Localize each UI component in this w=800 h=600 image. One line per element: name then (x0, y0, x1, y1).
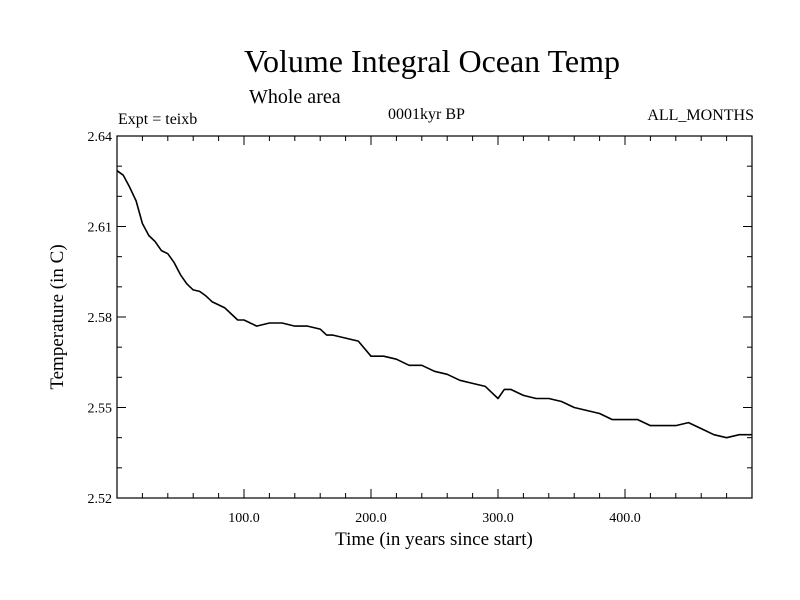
y-tick-label: 2.52 (88, 492, 113, 507)
x-axis-label: Time (in years since start) (335, 529, 533, 550)
x-tick-label: 400.0 (609, 511, 641, 526)
chart-subtitle: Whole area (249, 86, 341, 108)
axis-tick-labels: 100.0 200.0 300.0 400.0 2.52 2.55 2.58 2.61 2.64 (88, 130, 641, 526)
experiment-label: Expt = teixb (118, 111, 197, 128)
y-tick-label: 2.61 (88, 221, 113, 236)
x-tick-label: 300.0 (482, 511, 514, 526)
series-group (116, 170, 752, 439)
x-tick-label: 200.0 (355, 511, 387, 526)
period-label: 0001kyr BP (388, 106, 465, 123)
plot-frame (116, 135, 753, 499)
months-label: ALL_MONTHS (647, 107, 754, 124)
chart-title: Volume Integral Ocean Temp (244, 43, 620, 79)
x-tick-label: 100.0 (228, 511, 260, 526)
y-axis-label: Temperature (in C) (47, 244, 68, 389)
y-tick-label: 2.64 (88, 130, 113, 145)
y-tick-label: 2.58 (88, 311, 113, 326)
y-tick-label: 2.55 (88, 402, 113, 417)
series-line (116, 170, 752, 439)
axis-ticks (117, 135, 752, 499)
